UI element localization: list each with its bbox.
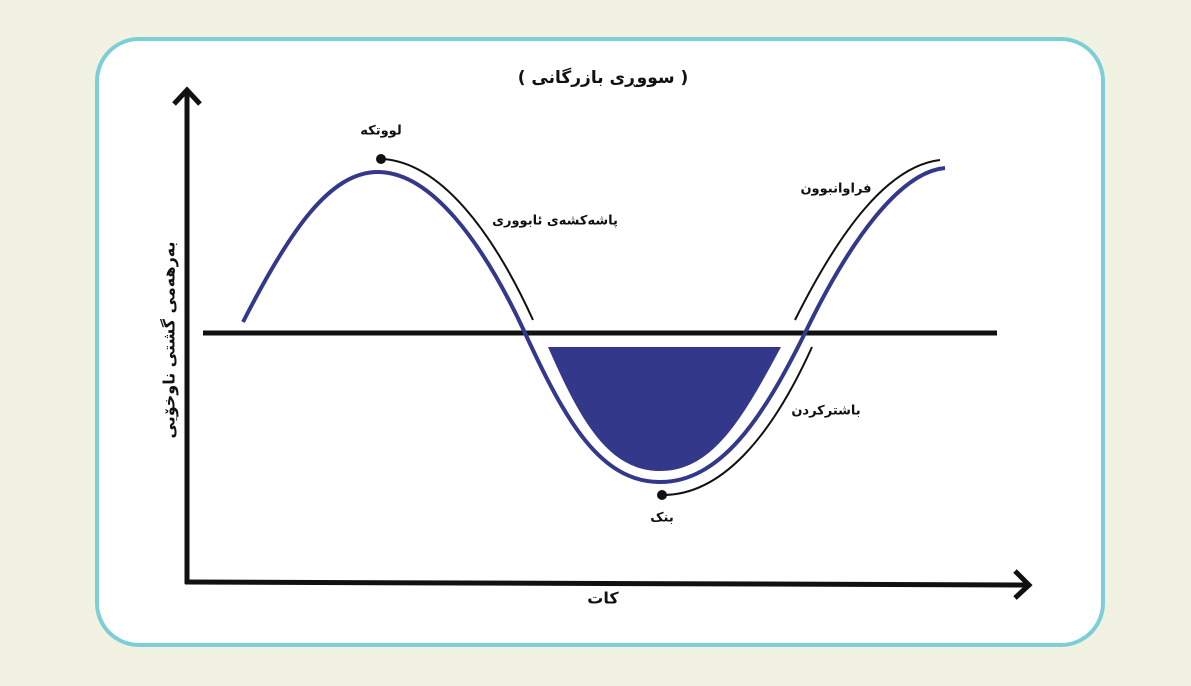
y-axis-label: بەرهەمی گشتی ناوخۆیی xyxy=(160,242,179,439)
peak-dot xyxy=(376,154,386,164)
title: ( سووڕی بازرگانی ) xyxy=(518,67,689,88)
expansion-line xyxy=(794,159,941,321)
x-axis-label: کات xyxy=(587,589,619,608)
card xyxy=(95,37,1105,647)
recovery-line xyxy=(662,346,813,496)
x-axis-arrow xyxy=(1013,569,1033,600)
trough-area xyxy=(548,347,781,471)
peak-label: لووتکە xyxy=(360,124,401,139)
contraction-label: پاشەکشەی ئابووری xyxy=(492,214,618,229)
y-axis-arrow xyxy=(172,86,202,106)
trough-label: بنک xyxy=(650,511,674,526)
trough-dot xyxy=(657,490,667,500)
expansion-label: فراوانبوون xyxy=(800,182,871,197)
contraction-line xyxy=(382,158,534,321)
recovery-label: باشترکردن xyxy=(791,404,860,419)
cycle-curve xyxy=(241,166,946,485)
x-axis xyxy=(184,579,1029,588)
